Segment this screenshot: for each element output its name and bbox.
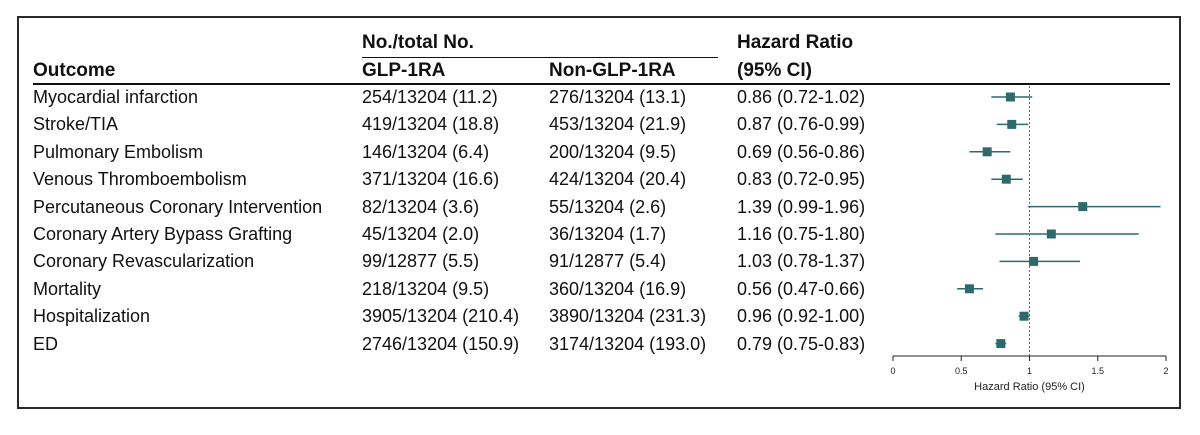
- header-rule: [33, 83, 1170, 85]
- header-glp: GLP-1RA: [362, 60, 446, 81]
- header-hr-line1: Hazard Ratio: [737, 32, 854, 53]
- x-tick-label: 1: [1027, 366, 1032, 376]
- glp-count: 218/13204 (9.5): [362, 278, 490, 299]
- header-group-underline: [362, 57, 718, 58]
- nonglp-count: 36/13204 (1.7): [549, 224, 667, 244]
- header-outcome: Outcome: [33, 60, 116, 81]
- glp-count: 3905/13204 (210.4): [362, 306, 520, 327]
- outcome-label: Percutaneous Coronary Intervention: [33, 196, 323, 217]
- x-tick-label: 0: [890, 366, 895, 376]
- outcome-label: Stroke/TIA: [33, 114, 119, 135]
- hr-point: [1007, 119, 1017, 129]
- header-count-group: No./total No.: [362, 32, 474, 53]
- hr-point: [1046, 229, 1056, 239]
- x-tick-label: 2: [1163, 366, 1168, 376]
- header-hr-line2: (95% CI): [737, 60, 812, 81]
- nonglp-count: 200/13204 (9.5): [549, 141, 677, 162]
- outcome-label: Venous Thromboembolism: [33, 169, 247, 190]
- glp-count: 82/13204 (3.6): [362, 196, 480, 217]
- x-axis-title: Hazard Ratio (95% CI): [974, 381, 1085, 393]
- hazard-ratio-text: 1.39 (0.99-1.96): [737, 196, 866, 217]
- hr-point: [1078, 202, 1088, 212]
- hazard-ratio-text: 0.56 (0.47-0.66): [737, 278, 866, 299]
- outcome-label: Coronary Artery Bypass Grafting: [33, 224, 293, 244]
- hr-point: [982, 147, 992, 157]
- glp-count: 254/13204 (11.2): [362, 87, 498, 107]
- nonglp-count: 91/12877 (5.4): [549, 251, 667, 272]
- figure-frame: [17, 16, 1181, 409]
- hr-point: [1001, 174, 1011, 184]
- glp-count: 2746/13204 (150.9): [362, 333, 520, 354]
- hr-point: [964, 284, 974, 294]
- outcome-label: Hospitalization: [33, 306, 151, 327]
- hr-point: [1019, 311, 1029, 321]
- glp-count: 146/13204 (6.4): [362, 141, 490, 162]
- outcome-label: Pulmonary Embolism: [33, 141, 204, 162]
- glp-count: 371/13204 (16.6): [362, 169, 500, 190]
- glp-count: 99/12877 (5.5): [362, 251, 480, 272]
- nonglp-count: 453/13204 (21.9): [549, 114, 687, 135]
- hazard-ratio-text: 0.87 (0.76-0.99): [737, 114, 866, 135]
- hazard-ratio-text: 0.96 (0.92-1.00): [737, 306, 866, 327]
- hr-point: [996, 339, 1006, 349]
- header-nonglp: Non-GLP-1RA: [549, 60, 676, 81]
- nonglp-count: 55/13204 (2.6): [549, 196, 667, 217]
- hr-point: [1005, 92, 1015, 102]
- outcome-label: Myocardial infarction: [33, 87, 199, 107]
- hazard-ratio-text: 0.69 (0.56-0.86): [737, 141, 866, 162]
- x-tick-label: 0.5: [955, 366, 968, 376]
- x-tick-label: 1.5: [1091, 366, 1104, 376]
- hazard-ratio-text: 1.03 (0.78-1.37): [737, 251, 866, 272]
- nonglp-count: 424/13204 (20.4): [549, 169, 687, 190]
- hazard-ratio-text: 0.86 (0.72-1.02): [737, 87, 866, 107]
- nonglp-count: 360/13204 (16.9): [549, 278, 687, 299]
- hazard-ratio-text: 0.83 (0.72-0.95): [737, 169, 866, 190]
- nonglp-count: 3174/13204 (193.0): [549, 333, 707, 354]
- outcome-label: ED: [33, 333, 59, 354]
- hazard-ratio-text: 1.16 (0.75-1.80): [737, 224, 866, 244]
- nonglp-count: 3890/13204 (231.3): [549, 306, 707, 327]
- outcome-label: Mortality: [33, 278, 102, 299]
- outcome-label: Coronary Revascularization: [33, 251, 255, 272]
- glp-count: 45/13204 (2.0): [362, 224, 480, 244]
- glp-count: 419/13204 (18.8): [362, 114, 500, 135]
- nonglp-count: 276/13204 (13.1): [549, 87, 687, 107]
- hr-point: [1029, 256, 1039, 266]
- hazard-ratio-text: 0.79 (0.75-0.83): [737, 333, 866, 354]
